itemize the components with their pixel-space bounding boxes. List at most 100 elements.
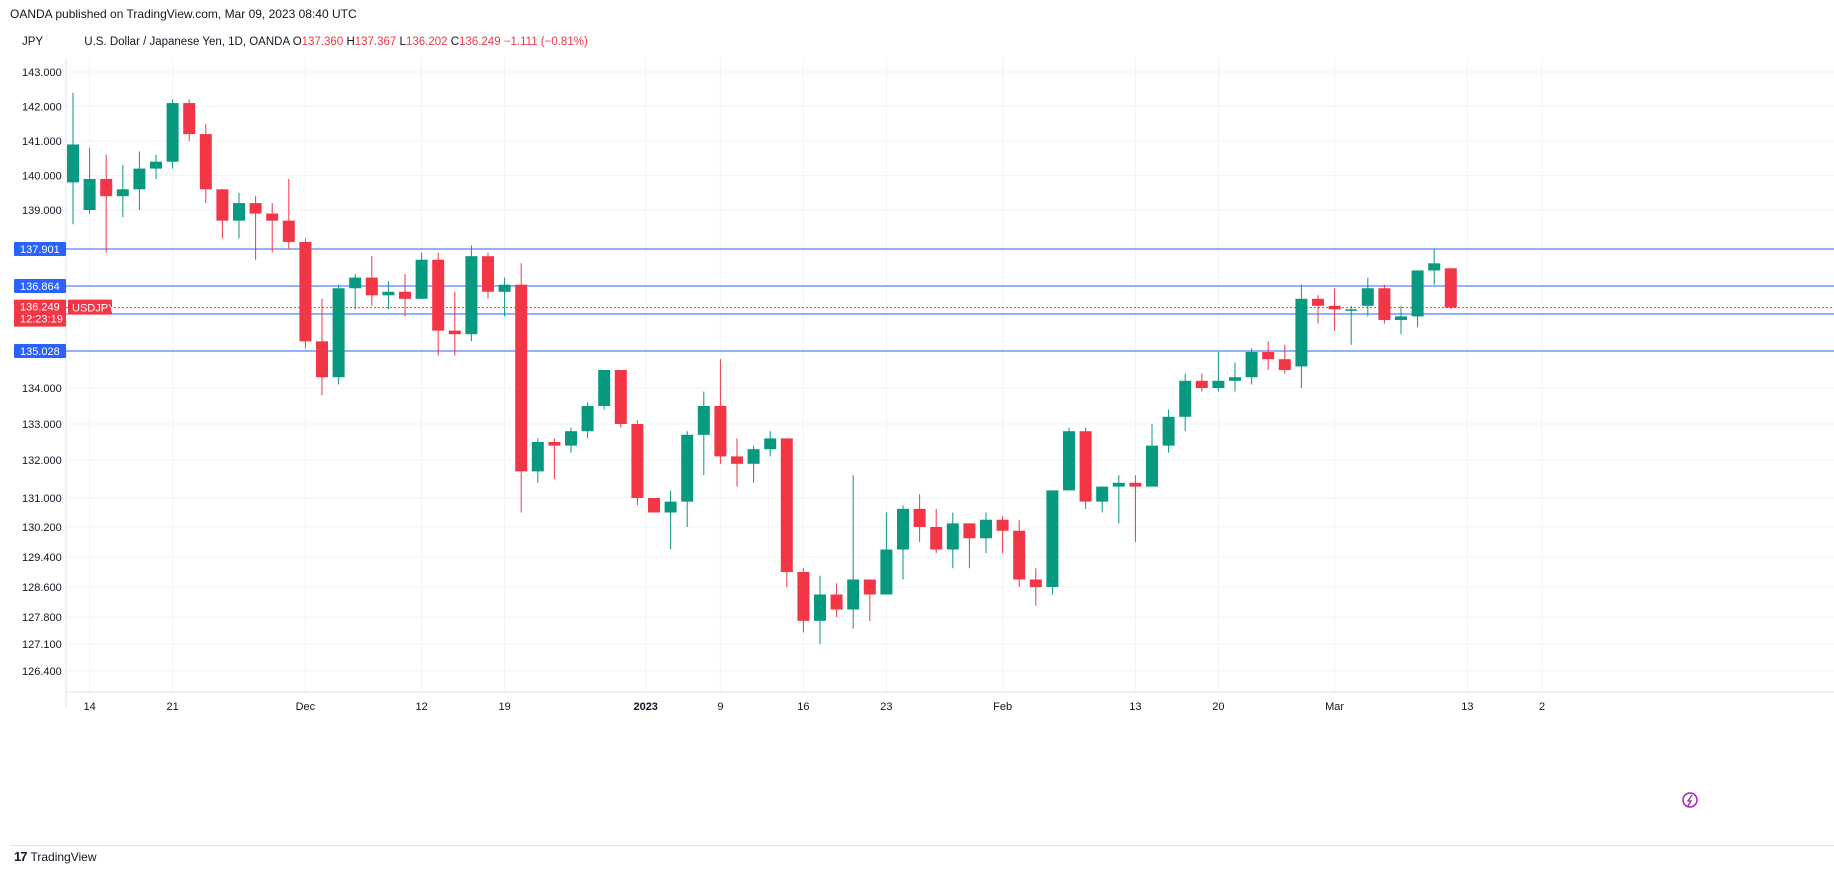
y-tick-label: 139.000 bbox=[22, 205, 62, 217]
y-tick-label: 127.800 bbox=[22, 612, 62, 624]
y-tick-label: 129.400 bbox=[22, 552, 62, 564]
y-tick-label: 126.400 bbox=[22, 666, 62, 678]
footer: 17 TradingView bbox=[14, 849, 97, 864]
candle-body bbox=[1179, 380, 1192, 417]
y-tick-label: 143.000 bbox=[22, 67, 62, 79]
footer-brand: TradingView bbox=[30, 849, 97, 864]
candle-body bbox=[980, 519, 992, 539]
high-label: H bbox=[346, 36, 355, 48]
candle-body bbox=[1013, 530, 1026, 580]
candle-body bbox=[1029, 579, 1042, 587]
candle-body bbox=[1063, 431, 1075, 491]
candle-body bbox=[1195, 380, 1208, 388]
candle-body bbox=[448, 330, 461, 335]
candle-body bbox=[67, 144, 79, 183]
y-tick-label: 142.000 bbox=[22, 102, 62, 114]
candle-body bbox=[83, 178, 96, 210]
candle-body bbox=[465, 256, 478, 335]
candle-body bbox=[1212, 380, 1225, 388]
candle-body bbox=[897, 508, 909, 550]
candle-body bbox=[764, 438, 777, 450]
currency-label: JPY bbox=[22, 36, 44, 48]
y-tick-label: 128.600 bbox=[22, 582, 62, 594]
candle-body bbox=[1229, 377, 1241, 381]
candle-body bbox=[847, 579, 860, 610]
candle-body bbox=[415, 259, 428, 299]
candle-body bbox=[1112, 482, 1125, 487]
candle-body bbox=[349, 277, 362, 289]
tradingview-logo-icon: 17 bbox=[14, 849, 28, 864]
candle-body bbox=[548, 442, 561, 446]
x-tick-label: Mar bbox=[1325, 701, 1344, 713]
candle-body bbox=[1245, 352, 1258, 378]
price-tag-label: 135.028 bbox=[20, 346, 60, 358]
candle-body bbox=[133, 168, 146, 190]
candle-body bbox=[1428, 263, 1441, 271]
candle-body bbox=[664, 501, 677, 513]
close-value: 136.249 bbox=[459, 36, 501, 48]
candle-body bbox=[432, 259, 445, 331]
candle-body bbox=[863, 579, 876, 595]
candle-body bbox=[233, 203, 245, 221]
candle-body bbox=[365, 277, 378, 296]
candle-body bbox=[714, 406, 727, 457]
symbol-tag-label: USDJPY bbox=[72, 303, 116, 315]
price-chart[interactable]: 143.000 142.000 141.000 140.000 139.000 134.0… bbox=[0, 0, 1834, 845]
candle-body bbox=[216, 189, 229, 221]
open-label: O bbox=[292, 36, 302, 48]
candle-body bbox=[996, 519, 1009, 531]
high-value: 137.367 bbox=[354, 36, 397, 48]
y-tick-label: 133.000 bbox=[22, 419, 62, 431]
candle-body bbox=[399, 291, 411, 299]
candle-body bbox=[913, 508, 926, 527]
candle-body bbox=[1312, 298, 1324, 306]
candle-body bbox=[100, 178, 113, 197]
publisher-line: OANDA published on TradingView.com, Mar … bbox=[10, 7, 357, 21]
x-tick-label: 20 bbox=[1212, 701, 1224, 713]
x-tick-label: 23 bbox=[880, 701, 892, 713]
chart-frame bbox=[10, 30, 1834, 846]
x-tick-label: 14 bbox=[83, 701, 95, 713]
candle-body bbox=[697, 406, 710, 435]
x-tick-label: 13 bbox=[1129, 701, 1141, 713]
x-tick-label: 16 bbox=[797, 701, 809, 713]
price-tag-label: 137.901 bbox=[20, 244, 60, 256]
candle-body bbox=[814, 594, 826, 621]
candle-body bbox=[1395, 316, 1407, 320]
candle-body bbox=[780, 438, 793, 572]
x-tick-label: 12 bbox=[415, 701, 427, 713]
candle-body bbox=[316, 341, 328, 378]
candle-body bbox=[1096, 486, 1109, 502]
candle-body bbox=[1129, 482, 1142, 487]
candle-body bbox=[482, 256, 494, 292]
candle-body bbox=[648, 498, 660, 513]
y-tick-label: 140.000 bbox=[22, 171, 62, 183]
x-tick-label: 21 bbox=[166, 701, 178, 713]
candle-body bbox=[946, 523, 959, 550]
candle-body bbox=[581, 406, 594, 432]
candle-body bbox=[266, 213, 279, 221]
candle-body bbox=[614, 370, 627, 424]
candle-body bbox=[166, 103, 179, 162]
candle-body bbox=[963, 523, 976, 539]
candle-body bbox=[299, 241, 312, 342]
candle-body bbox=[1079, 431, 1092, 502]
candle-body bbox=[249, 203, 262, 214]
candle-body bbox=[1278, 359, 1291, 371]
open-value: 137.360 bbox=[301, 36, 344, 48]
x-tick-label: 13 bbox=[1461, 701, 1473, 713]
candle-body bbox=[183, 103, 196, 135]
x-tick-label: Dec bbox=[296, 701, 316, 713]
candle-body bbox=[332, 288, 345, 378]
lightning-icon bbox=[1682, 792, 1698, 808]
candle-body bbox=[1328, 305, 1341, 310]
y-tick-label: 134.000 bbox=[22, 383, 62, 395]
candle-body bbox=[150, 161, 162, 169]
y-tick-label: 130.200 bbox=[22, 522, 62, 534]
candle-body bbox=[1046, 490, 1059, 587]
candle-body bbox=[631, 424, 644, 498]
instrument-title: U.S. Dollar / Japanese Yen, 1D, OANDA bbox=[84, 36, 290, 48]
price-tag bbox=[14, 279, 66, 293]
candle-body bbox=[681, 434, 694, 502]
price-tag bbox=[14, 242, 66, 256]
